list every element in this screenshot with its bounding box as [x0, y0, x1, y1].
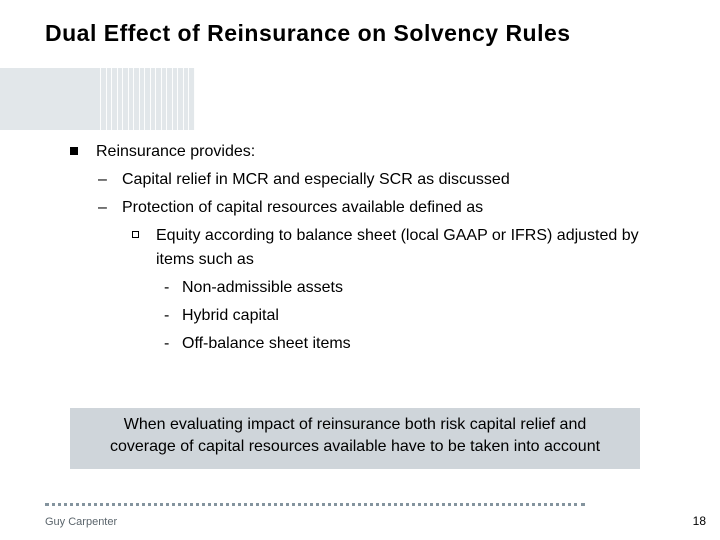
- bullet-l4: Off-balance sheet items: [70, 332, 680, 356]
- title-bar: Dual Effect of Reinsurance on Solvency R…: [0, 20, 720, 47]
- slide-title: Dual Effect of Reinsurance on Solvency R…: [0, 20, 720, 47]
- footer-author: Guy Carpenter: [45, 516, 117, 528]
- deco-lines: [100, 68, 195, 130]
- bullet-l3: Equity according to balance sheet (local…: [70, 224, 680, 272]
- content-body: Reinsurance provides: Capital relief in …: [70, 140, 680, 360]
- page-number: 18: [693, 514, 706, 528]
- bullet-l4: Non-admissible assets: [70, 276, 680, 300]
- callout-box: When evaluating impact of reinsurance bo…: [70, 408, 640, 469]
- slide: Dual Effect of Reinsurance on Solvency R…: [0, 0, 720, 540]
- bullet-l2: Protection of capital resources availabl…: [70, 196, 680, 220]
- bullet-l4: Hybrid capital: [70, 304, 680, 328]
- bullet-l1: Reinsurance provides:: [70, 140, 680, 164]
- footer-dotted-rule: [45, 503, 585, 506]
- bullet-l2: Capital relief in MCR and especially SCR…: [70, 168, 680, 192]
